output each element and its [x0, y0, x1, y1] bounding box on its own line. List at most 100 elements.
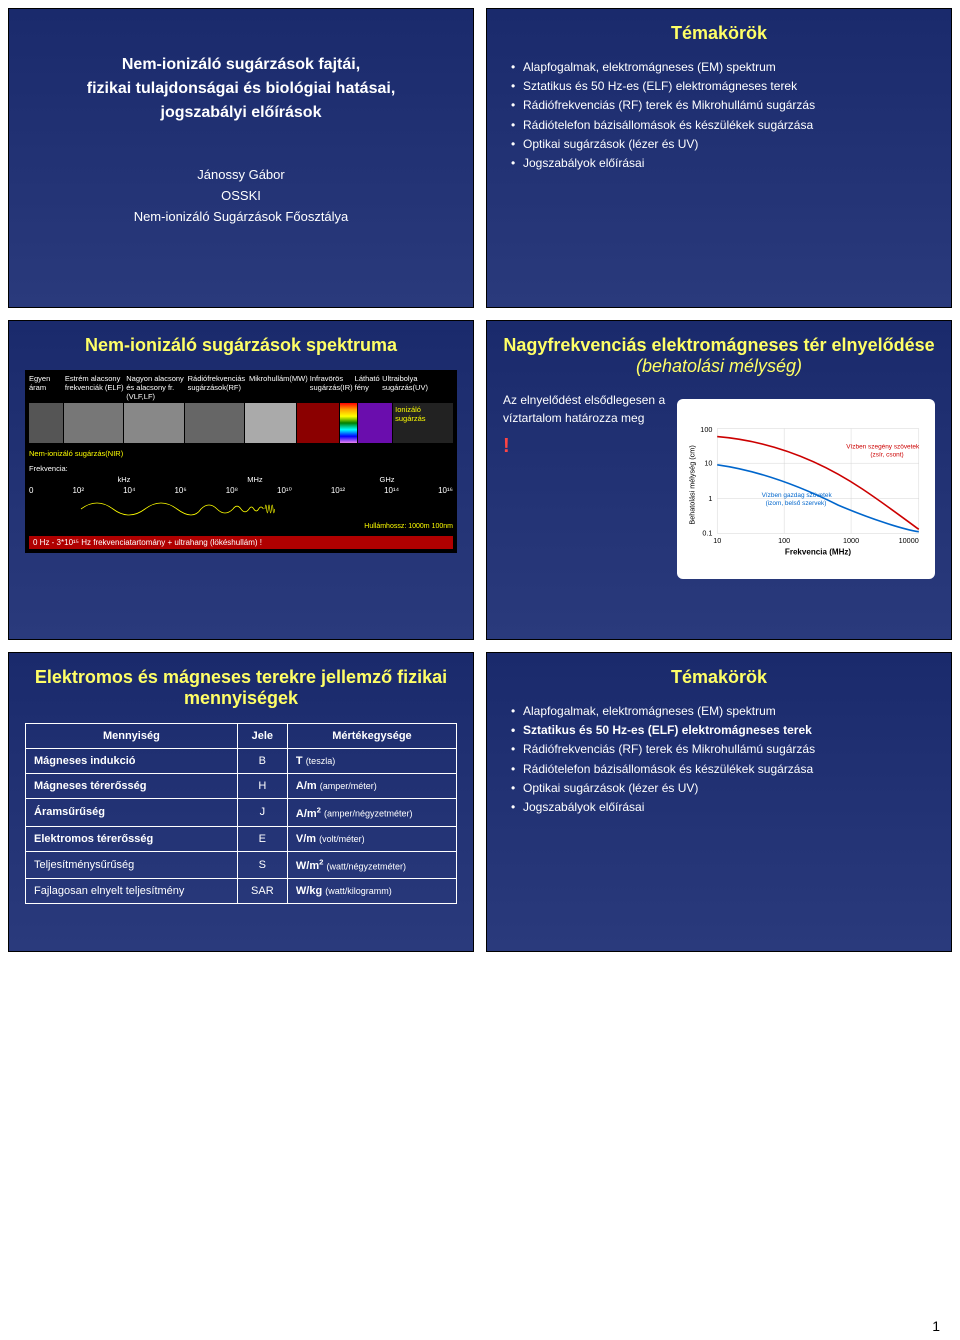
list-item: Rádiófrekvenciás (RF) terek és Mikrohull…	[511, 96, 935, 115]
slide-title: Nem-ionizáló sugárzások fajtái, fizikai …	[8, 8, 474, 308]
label-dc: Egyen áram	[29, 374, 63, 401]
unit-mhz: MHz	[247, 475, 262, 484]
table-cell: S	[237, 851, 287, 879]
table-cell: H	[237, 774, 287, 799]
svg-text:Vízben gazdag szövetek: Vízben gazdag szövetek	[762, 492, 833, 499]
table-row: Fajlagosan elnyelt teljesítménySARW/kg (…	[26, 879, 457, 904]
table-cell: W/kg (watt/kilogramm)	[287, 879, 456, 904]
list-item: Jogszabályok előírásai	[511, 154, 935, 173]
table-cell: V/m (volt/méter)	[287, 826, 456, 851]
band-mw	[245, 403, 296, 443]
wavelength-vals: 1000m 100nm	[408, 523, 453, 530]
svg-text:(izom, belső szervek): (izom, belső szervek)	[766, 500, 827, 507]
svg-text:10: 10	[704, 459, 712, 468]
author-block: Jánossy Gábor OSSKI Nem-ionizáló Sugárzá…	[25, 165, 457, 227]
table-cell: E	[237, 826, 287, 851]
table-cell: Mágneses térerősség	[26, 774, 238, 799]
label-mw: Mikrohullám(MW)	[249, 374, 308, 401]
list-item: Rádiótelefon bázisállomások és készüléke…	[511, 760, 935, 779]
list-item: Alapfogalmak, elektromágneses (EM) spekt…	[511, 702, 935, 721]
table-row: Elektromos térerősségEV/m (volt/méter)	[26, 826, 457, 851]
table-cell: Áramsűrűség	[26, 799, 238, 827]
table-header-row: Mennyiség Jele Mértékegysége	[26, 724, 457, 749]
list-item: Rádiótelefon bázisállomások és készüléke…	[511, 116, 935, 135]
table-cell: A/m (amper/méter)	[287, 774, 456, 799]
list-item: Jogszabályok előírásai	[511, 798, 935, 817]
table-cell: Teljesítménysűrűség	[26, 851, 238, 879]
label-ir: Infravörös sugárzás(IR)	[310, 374, 353, 401]
slide-topics-1: Témakörök Alapfogalmak, elektromágneses …	[486, 8, 952, 308]
label-vis: Látható fény	[355, 374, 380, 401]
topic-list: Alapfogalmak, elektromágneses (EM) spekt…	[503, 58, 935, 173]
slide-spectrum: Nem-ionizáló sugárzások spektruma Egyen …	[8, 320, 474, 640]
topic-list: Alapfogalmak, elektromágneses (EM) spekt…	[503, 702, 935, 817]
svg-text:100: 100	[778, 536, 790, 545]
wave-icon	[29, 497, 453, 521]
slide-title: Nagyfrekvenciás elektromágneses tér elny…	[503, 335, 935, 377]
band-rf	[185, 403, 244, 443]
band-dc	[29, 403, 63, 443]
page-number: 1	[932, 1318, 940, 1334]
label-rf: Rádiófrekvenciás sugárzások(RF)	[188, 374, 247, 401]
table-cell: Mágneses indukció	[26, 749, 238, 774]
slide-quantities: Elektromos és mágneses terekre jellemző …	[8, 652, 474, 952]
svg-text:Vízben szegény szövetek: Vízben szegény szövetek	[846, 444, 920, 451]
spectrum-footer: 0 Hz - 3*10¹⁵ Hz frekvenciatartomány + u…	[29, 536, 453, 549]
freq-label: Frekvencia:	[29, 464, 453, 473]
list-item: Optikai sugárzások (lézer és UV)	[511, 135, 935, 154]
svg-text:10000: 10000	[899, 536, 919, 545]
ion-label: Ionizáló sugárzás	[395, 405, 425, 423]
slide-topics-2: Témakörök Alapfogalmak, elektromágneses …	[486, 652, 952, 952]
table-row: TeljesítménysűrűségSW/m2 (watt/négyzetmé…	[26, 851, 457, 879]
table-cell: J	[237, 799, 287, 827]
svg-text:1: 1	[709, 494, 713, 503]
svg-text:10: 10	[713, 536, 721, 545]
nir-label: Nem-ionizáló sugárzás(NIR)	[29, 449, 453, 458]
table-cell: W/m2 (watt/négyzetméter)	[287, 851, 456, 879]
table-cell: B	[237, 749, 287, 774]
penetration-chart: 0.1 1 10 100 10 100 1000 10000 Behatolás…	[677, 399, 935, 579]
list-item: Sztatikus és 50 Hz-es (ELF) elektromágne…	[511, 77, 935, 96]
svg-text:0.1: 0.1	[702, 529, 712, 538]
band-ionizing: Ionizáló sugárzás	[393, 403, 453, 443]
quantities-table: Mennyiség Jele Mértékegysége Mágneses in…	[25, 723, 457, 904]
svg-text:(zsír, csont): (zsír, csont)	[871, 452, 904, 459]
col-quantity: Mennyiség	[26, 724, 238, 749]
freq-ticks: 0 10² 10⁴ 10⁶ 10⁸ 10¹⁰ 10¹² 10¹⁴ 10¹⁶	[29, 486, 453, 495]
col-symbol: Jele	[237, 724, 287, 749]
table-row: Mágneses indukcióBT (teszla)	[26, 749, 457, 774]
band-vlf	[124, 403, 183, 443]
wavelength-label: Hullámhossz:	[364, 523, 406, 530]
side-text: Az elnyelődést elsődlegesen a víztartalo…	[503, 391, 667, 458]
slide-title: Elektromos és mágneses terekre jellemző …	[25, 667, 457, 709]
table-row: Mágneses térerősségHA/m (amper/méter)	[26, 774, 457, 799]
slide-title: Témakörök	[503, 667, 935, 688]
svg-text:100: 100	[700, 425, 712, 434]
unit-khz: kHz	[117, 475, 130, 484]
band-uv	[358, 403, 392, 443]
list-item: Sztatikus és 50 Hz-es (ELF) elektromágne…	[511, 721, 935, 740]
table-cell: Fajlagosan elnyelt teljesítmény	[26, 879, 238, 904]
unit-ghz: GHz	[380, 475, 395, 484]
bang-icon: !	[503, 435, 667, 458]
band-ir	[297, 403, 339, 443]
list-item: Optikai sugárzások (lézer és UV)	[511, 779, 935, 798]
slide-title: Nem-ionizáló sugárzások spektruma	[25, 335, 457, 356]
label-uv: Ultraibolya sugárzás(UV)	[382, 374, 428, 401]
band-elf	[64, 403, 123, 443]
list-item: Rádiófrekvenciás (RF) terek és Mikrohull…	[511, 740, 935, 759]
label-elf: Estrém alacsony frekvenciák (ELF)	[65, 374, 124, 401]
main-title: Nem-ionizáló sugárzások fajtái, fizikai …	[35, 53, 447, 125]
label-vlf: Nagyon alacsony és alacsony fr. (VLF,LF)	[126, 374, 185, 401]
list-item: Alapfogalmak, elektromágneses (EM) spekt…	[511, 58, 935, 77]
svg-text:1000: 1000	[843, 536, 859, 545]
table-cell: A/m2 (amper/négyzetméter)	[287, 799, 456, 827]
band-visible	[340, 403, 357, 443]
table-cell: T (teszla)	[287, 749, 456, 774]
slide-title: Témakörök	[503, 23, 935, 44]
spectrum-diagram: Egyen áram Estrém alacsony frekvenciák (…	[25, 370, 457, 553]
table-cell: SAR	[237, 879, 287, 904]
table-row: ÁramsűrűségJA/m2 (amper/négyzetméter)	[26, 799, 457, 827]
col-unit: Mértékegysége	[287, 724, 456, 749]
svg-text:Behatolási mélység (cm): Behatolási mélység (cm)	[688, 445, 697, 524]
